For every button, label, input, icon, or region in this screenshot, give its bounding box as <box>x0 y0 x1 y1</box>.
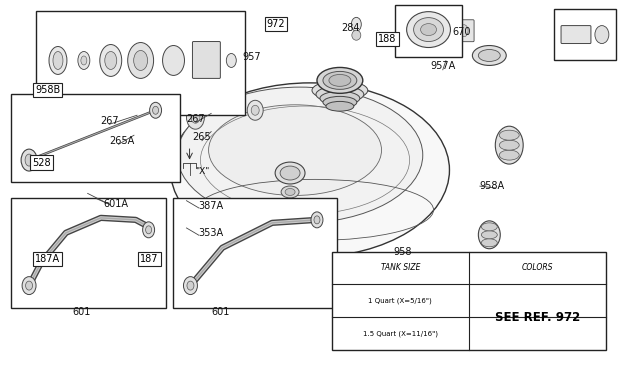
Text: 188: 188 <box>378 34 396 44</box>
Text: 387A: 387A <box>198 201 224 211</box>
Ellipse shape <box>128 43 154 78</box>
Text: 957: 957 <box>242 52 260 62</box>
Ellipse shape <box>153 106 159 114</box>
Bar <box>172 198 337 308</box>
Text: 958A: 958A <box>480 181 505 191</box>
Ellipse shape <box>100 45 122 76</box>
Ellipse shape <box>352 18 361 31</box>
Text: 957A: 957A <box>430 61 456 71</box>
Ellipse shape <box>326 101 354 111</box>
Ellipse shape <box>323 96 357 108</box>
Ellipse shape <box>460 25 468 37</box>
Ellipse shape <box>134 50 148 70</box>
Ellipse shape <box>25 154 33 166</box>
Ellipse shape <box>187 281 194 290</box>
Ellipse shape <box>323 72 357 89</box>
Ellipse shape <box>481 239 497 247</box>
Ellipse shape <box>226 54 236 68</box>
Ellipse shape <box>53 51 63 69</box>
Ellipse shape <box>329 74 351 87</box>
Ellipse shape <box>595 26 609 43</box>
Ellipse shape <box>320 91 360 105</box>
Bar <box>395 5 463 57</box>
Ellipse shape <box>499 150 519 160</box>
Ellipse shape <box>316 86 364 103</box>
Ellipse shape <box>143 222 154 238</box>
Ellipse shape <box>481 231 497 239</box>
Ellipse shape <box>312 81 368 100</box>
Ellipse shape <box>499 140 519 150</box>
Ellipse shape <box>21 149 37 171</box>
Text: 1 Quart (X=5/16"): 1 Quart (X=5/16") <box>368 297 432 304</box>
Text: 601A: 601A <box>103 199 128 209</box>
Ellipse shape <box>481 223 497 231</box>
Ellipse shape <box>479 50 500 61</box>
Bar <box>332 251 606 350</box>
Ellipse shape <box>251 105 259 115</box>
Ellipse shape <box>162 46 185 76</box>
Text: "X": "X" <box>195 167 209 176</box>
Ellipse shape <box>317 68 363 93</box>
Text: 265: 265 <box>193 132 211 142</box>
Bar <box>554 9 616 61</box>
Ellipse shape <box>495 126 523 164</box>
Ellipse shape <box>22 277 36 295</box>
Ellipse shape <box>208 105 381 195</box>
Ellipse shape <box>285 188 295 195</box>
Text: 284: 284 <box>341 23 360 33</box>
Text: 187A: 187A <box>35 254 60 264</box>
Ellipse shape <box>187 105 205 129</box>
Ellipse shape <box>146 226 152 234</box>
Text: 601: 601 <box>73 307 91 316</box>
Ellipse shape <box>314 216 320 224</box>
Ellipse shape <box>49 46 67 74</box>
FancyBboxPatch shape <box>561 26 591 43</box>
Text: 972: 972 <box>267 19 285 29</box>
Ellipse shape <box>311 212 323 228</box>
Text: 1.5 Quart (X=11/16"): 1.5 Quart (X=11/16") <box>363 330 438 337</box>
Text: SEE REF. 972: SEE REF. 972 <box>495 311 580 323</box>
FancyBboxPatch shape <box>192 42 220 78</box>
Ellipse shape <box>247 100 263 120</box>
Ellipse shape <box>281 186 299 198</box>
Text: 267: 267 <box>100 116 118 126</box>
Ellipse shape <box>184 277 197 295</box>
Ellipse shape <box>407 12 451 47</box>
Text: 187: 187 <box>140 254 159 264</box>
Ellipse shape <box>25 281 33 290</box>
FancyBboxPatch shape <box>454 20 474 42</box>
Text: 265A: 265A <box>109 136 135 146</box>
Ellipse shape <box>472 46 507 65</box>
Text: 670: 670 <box>452 27 471 36</box>
Ellipse shape <box>275 162 305 184</box>
Text: 601: 601 <box>211 307 229 316</box>
Text: TANK SIZE: TANK SIZE <box>381 264 420 272</box>
Bar <box>11 94 180 182</box>
Ellipse shape <box>479 221 500 249</box>
Ellipse shape <box>414 18 443 42</box>
Text: 353A: 353A <box>198 228 224 238</box>
Text: COLORS: COLORS <box>522 264 554 272</box>
Bar <box>11 198 166 308</box>
Text: 267: 267 <box>187 114 205 124</box>
Ellipse shape <box>149 102 162 118</box>
Ellipse shape <box>177 87 423 223</box>
Text: 958: 958 <box>394 247 412 257</box>
Ellipse shape <box>280 166 300 180</box>
Ellipse shape <box>170 83 450 257</box>
Bar <box>36 11 246 115</box>
Ellipse shape <box>191 111 200 123</box>
Text: eReplacementParts.com: eReplacementParts.com <box>246 172 374 182</box>
Ellipse shape <box>499 130 519 140</box>
Text: 958B: 958B <box>35 85 60 95</box>
Ellipse shape <box>81 56 87 65</box>
Ellipse shape <box>78 51 90 69</box>
Ellipse shape <box>420 24 436 35</box>
Ellipse shape <box>352 30 361 40</box>
Ellipse shape <box>105 51 117 69</box>
Text: 528: 528 <box>32 158 51 168</box>
